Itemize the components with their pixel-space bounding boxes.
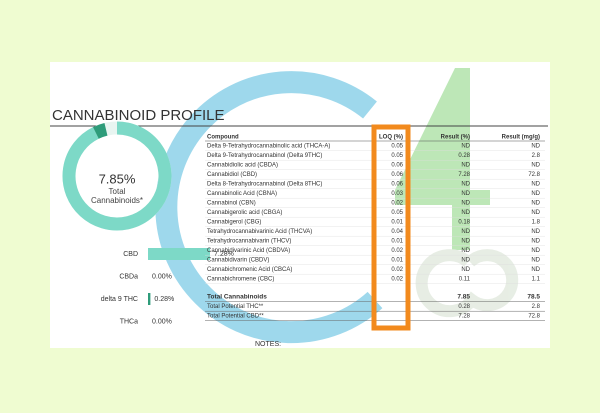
total-cell: 2.8 bbox=[532, 304, 541, 310]
table-cell: 0.05 bbox=[391, 210, 403, 216]
notes: NOTES: bbox=[255, 341, 281, 348]
total-cell: Total Potential THC** bbox=[207, 304, 264, 310]
table-cell: Cannabidivarinic Acid (CBDVA) bbox=[207, 248, 290, 254]
table-cell: ND bbox=[461, 258, 470, 264]
table-cell: ND bbox=[531, 239, 540, 245]
table-cell: 0.02 bbox=[391, 267, 403, 273]
table-cell: 0.11 bbox=[459, 277, 471, 283]
table-cell: ND bbox=[531, 182, 540, 188]
donut-segment bbox=[92, 122, 108, 139]
table-cell: ND bbox=[461, 210, 470, 216]
table-cell: 0.03 bbox=[391, 191, 403, 197]
table-cell: 2.8 bbox=[532, 153, 541, 159]
table-cell: Delta 8-Tetrahydrocannabinol (Delta 8THC… bbox=[207, 182, 322, 188]
table-cell: Cannabigerolic acid (CBGA) bbox=[207, 210, 282, 216]
table-cell: ND bbox=[531, 267, 540, 273]
table-cell: Cannabinol (CBN) bbox=[207, 201, 256, 207]
legend: CBD 7.28% CBDa 0.00% delta 9 THC 0.28% THCa 0.0… bbox=[101, 248, 234, 325]
table-cell: Cannabidivarin (CBDV) bbox=[207, 258, 269, 264]
table-cell: ND bbox=[461, 144, 470, 150]
total-cell: 7.28 bbox=[458, 314, 470, 320]
legend-bar bbox=[148, 248, 210, 260]
table-header: LOQ (%) bbox=[379, 135, 403, 141]
donut-segment bbox=[62, 121, 172, 231]
total-cell: 72.8 bbox=[528, 314, 540, 320]
table-cell: 72.8 bbox=[528, 172, 540, 178]
legend-name: CBDa bbox=[119, 273, 138, 280]
table-cell: 0.28 bbox=[458, 153, 470, 159]
table-cell: 0.01 bbox=[391, 220, 403, 226]
table-cell: Delta 9-Tetrahydrocannabinolic acid (THC… bbox=[207, 144, 330, 150]
table-cell: Tetrahydrocannabivarinic Acid (THCVA) bbox=[207, 229, 312, 235]
table-cell: 0.04 bbox=[391, 229, 403, 235]
title: CANNABINOID PROFILE bbox=[52, 107, 225, 124]
table-cell: ND bbox=[461, 267, 470, 273]
legend-name: THCa bbox=[120, 318, 138, 325]
table-cell: Tetrahydrocannabivarin (THCV) bbox=[207, 239, 291, 245]
table-cell: 7.28 bbox=[458, 172, 470, 178]
table-cell: 0.06 bbox=[391, 172, 403, 178]
table-cell: Cannabinolic Acid (CBNA) bbox=[207, 191, 277, 197]
table-cell: ND bbox=[531, 201, 540, 207]
table-cell: ND bbox=[531, 191, 540, 197]
table-cell: ND bbox=[531, 210, 540, 216]
table-cell: 0.18 bbox=[458, 220, 470, 226]
table-cell: 0.05 bbox=[391, 153, 403, 159]
legend-value: 0.28% bbox=[154, 296, 174, 303]
table-cell: Cannabigerol (CBG) bbox=[207, 220, 261, 226]
table-cell: ND bbox=[461, 248, 470, 254]
total-cell: Total Potential CBD** bbox=[207, 314, 264, 320]
loq-highlight bbox=[371, 124, 411, 331]
total-cell: Total Cannabinoids bbox=[207, 294, 267, 301]
total-cell: 78.5 bbox=[527, 294, 540, 301]
table-cell: 0.06 bbox=[391, 182, 403, 188]
donut-caption: Total Cannabinoids* bbox=[90, 187, 144, 205]
table-cell: 0.01 bbox=[391, 258, 403, 264]
table-header: Result (mg/g) bbox=[502, 135, 540, 141]
total-cell: 7.85 bbox=[457, 294, 470, 301]
table-cell: 0.01 bbox=[391, 239, 403, 245]
table-header: Compound bbox=[207, 135, 239, 141]
table-cell: ND bbox=[531, 248, 540, 254]
table-cell: Cannabidiolic acid (CBDA) bbox=[207, 163, 278, 169]
donut-chart bbox=[62, 121, 172, 231]
table-cell: Cannabichromenic Acid (CBCA) bbox=[207, 267, 292, 273]
legend-name: CBD bbox=[123, 251, 138, 258]
legend-value: 0.00% bbox=[152, 318, 172, 325]
table-cell: ND bbox=[461, 191, 470, 197]
watermark-c bbox=[155, 71, 383, 344]
table-cell: ND bbox=[531, 144, 540, 150]
table-cell: ND bbox=[461, 229, 470, 235]
total-cell: 0.28 bbox=[458, 304, 470, 310]
table-cell: 0.02 bbox=[391, 201, 403, 207]
table-cell: Cannabidiol (CBD) bbox=[207, 172, 257, 178]
legend-name: delta 9 THC bbox=[101, 296, 138, 303]
legend-bar bbox=[148, 293, 151, 305]
table-cell: ND bbox=[531, 163, 540, 169]
table-cell: ND bbox=[531, 258, 540, 264]
table-cell: ND bbox=[461, 163, 470, 169]
table-cell: ND bbox=[461, 201, 470, 207]
table-cell: Delta 9-Tetrahydrocannabinol (Delta 9THC… bbox=[207, 153, 322, 159]
legend-value: 7.28% bbox=[214, 251, 234, 258]
table-header: Result (%) bbox=[441, 135, 470, 141]
table-cell: ND bbox=[531, 229, 540, 235]
table-cell: 0.02 bbox=[391, 248, 403, 254]
table-cell: 0.02 bbox=[391, 277, 403, 283]
table-cell: ND bbox=[461, 239, 470, 245]
watermark-4 bbox=[395, 68, 490, 250]
table-cell: 1.1 bbox=[532, 277, 541, 283]
table-cell: Cannabichromene (CBC) bbox=[207, 277, 274, 283]
table-cell: 1.8 bbox=[532, 220, 541, 226]
table-cell: 0.05 bbox=[391, 144, 403, 150]
donut-caption-box: Total Cannabinoids* bbox=[90, 187, 144, 205]
donut-total: 7.85% bbox=[99, 171, 136, 186]
table-cell: ND bbox=[461, 182, 470, 188]
table-cell: 0.06 bbox=[391, 163, 403, 169]
legend-value: 0.00% bbox=[152, 273, 172, 280]
